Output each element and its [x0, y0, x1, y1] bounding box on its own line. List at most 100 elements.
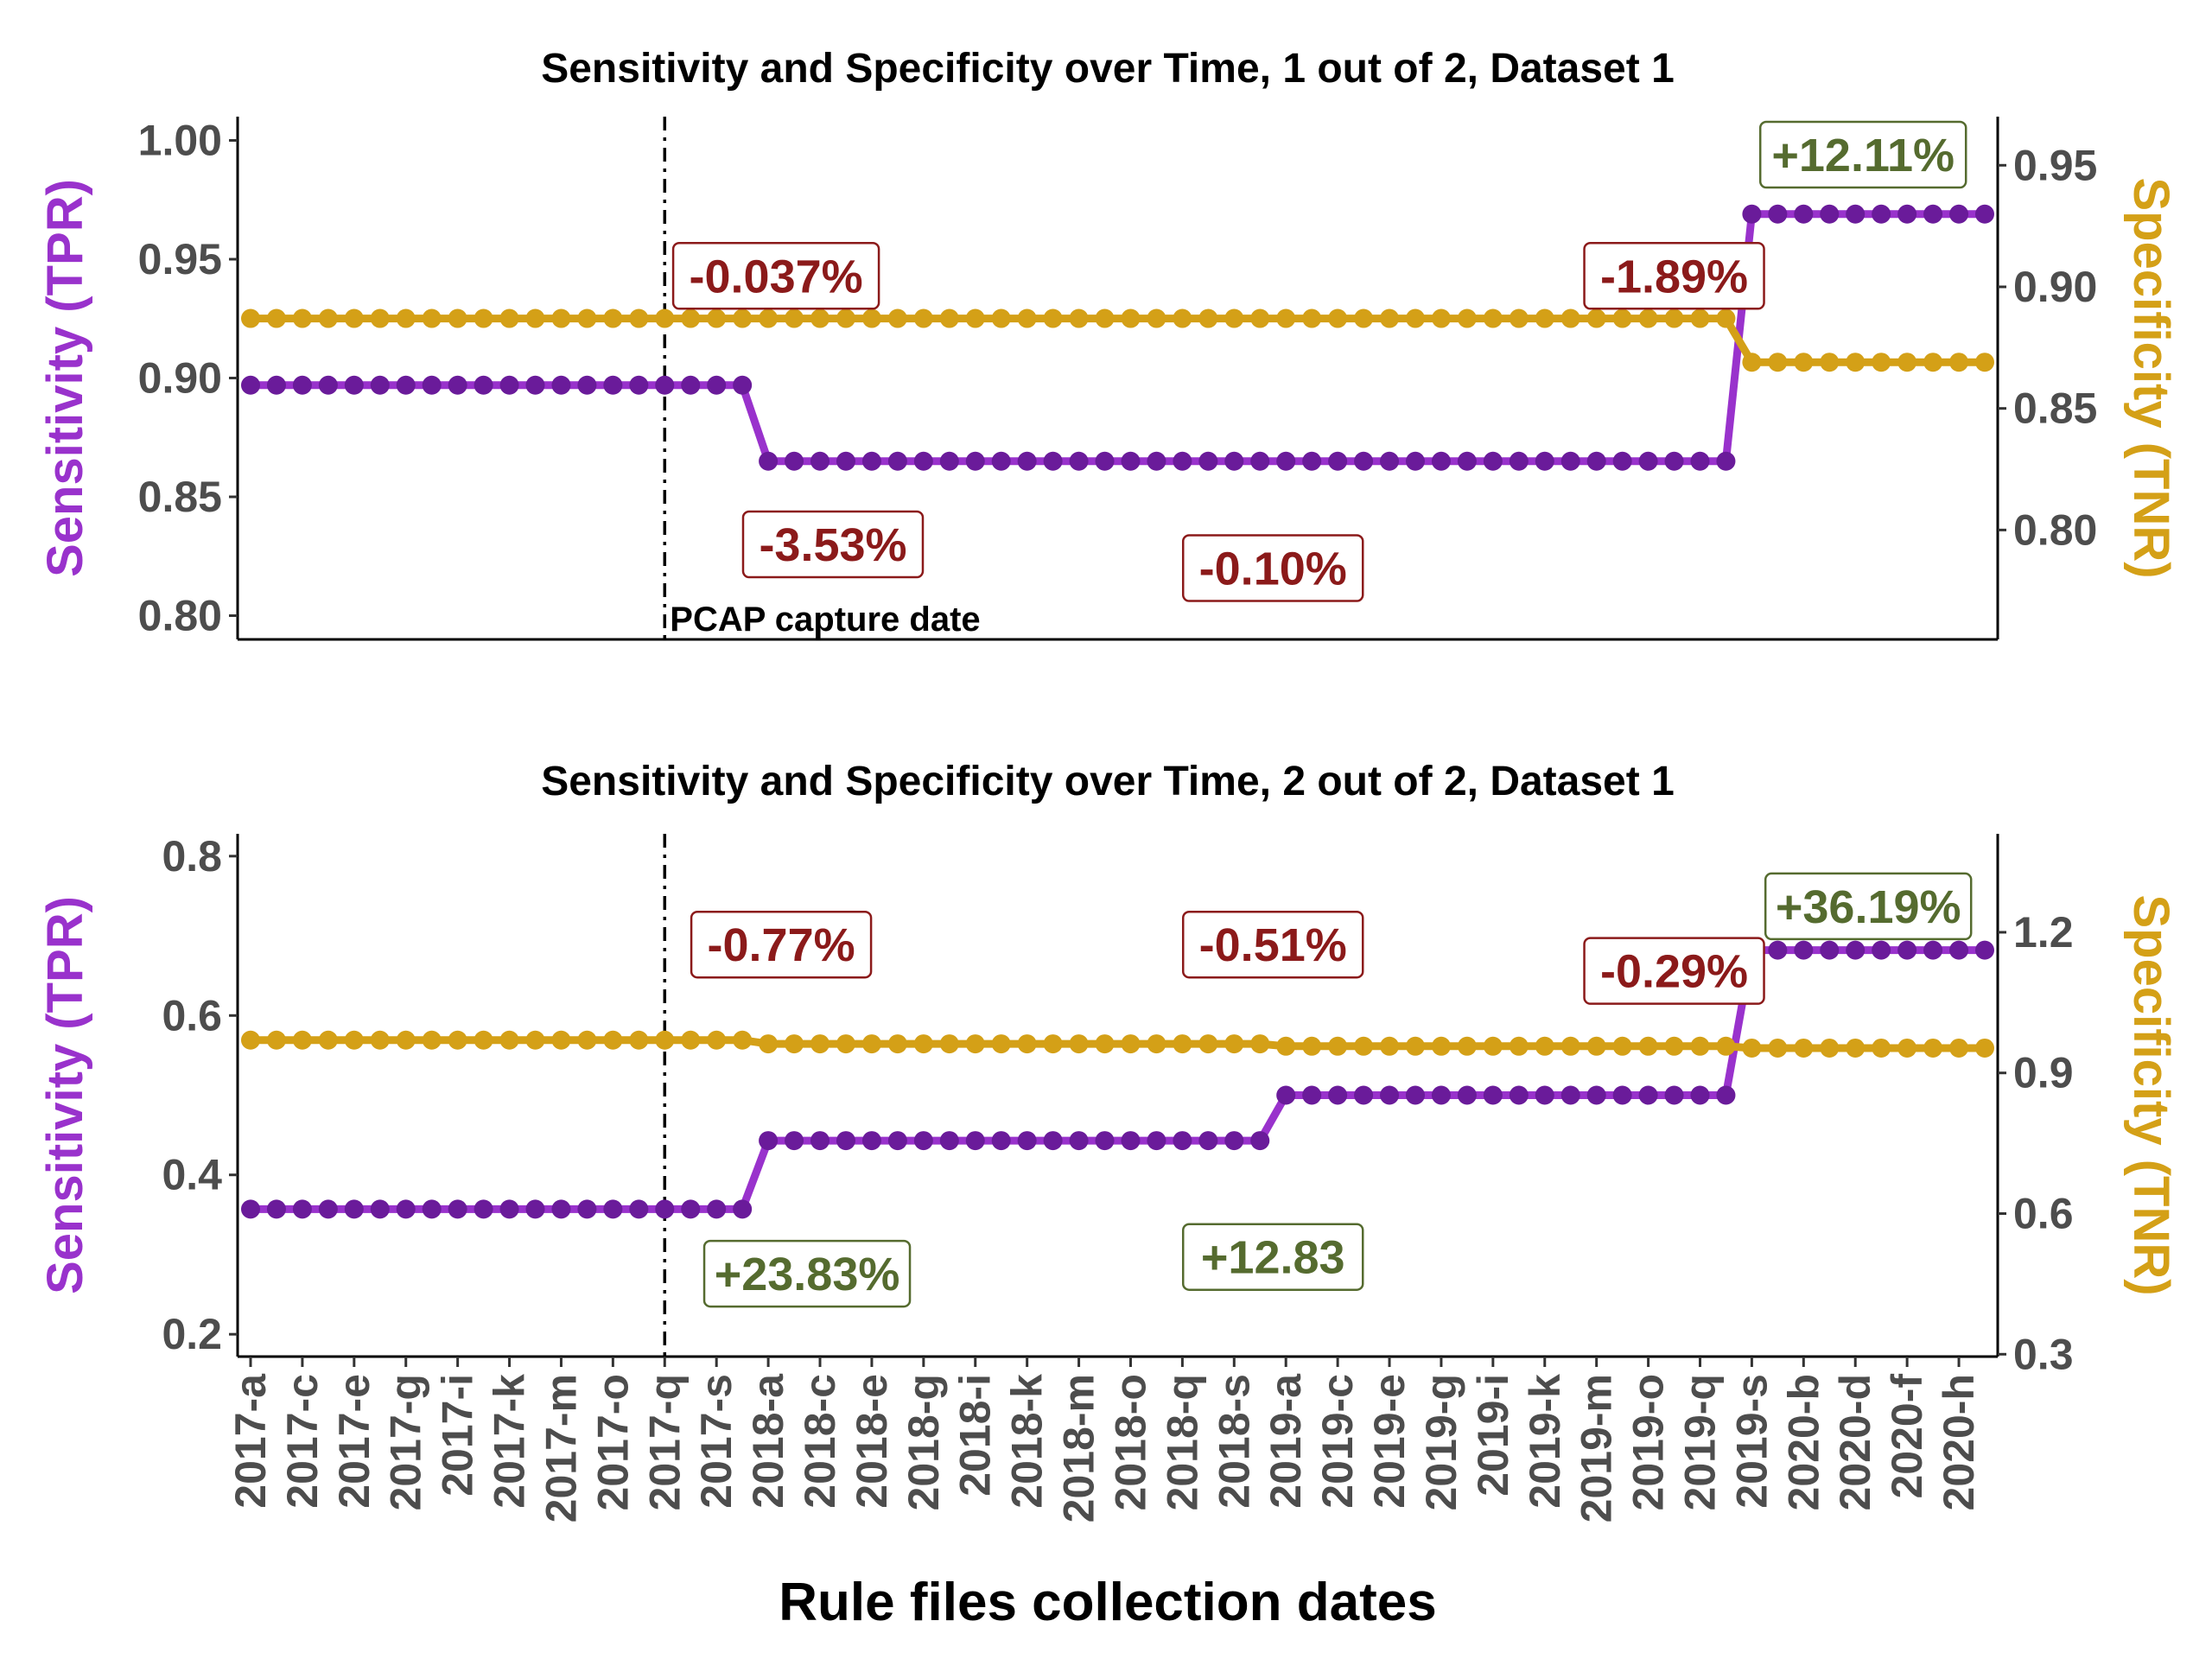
- sensitivity-point: [1509, 451, 1529, 471]
- sensitivity-point: [1276, 1085, 1296, 1105]
- x-axis-tick-labels: 2017-a 2017-c 2017-e 2017-g 2017-i 2017-k 2017…: [226, 1357, 1983, 1522]
- specificity-point: [1276, 1036, 1296, 1056]
- specificity-point: [603, 308, 623, 328]
- sensitivity-point: [1716, 451, 1736, 471]
- sensitivity-point: [759, 1131, 779, 1151]
- sensitivity-point: [1431, 451, 1451, 471]
- specificity-point: [499, 1030, 519, 1050]
- specificity-point: [1431, 308, 1451, 328]
- chart-title: Sensitivity and Specificity over Time, 2…: [541, 759, 1675, 804]
- specificity-point: [241, 1030, 260, 1050]
- sensitivity-point: [318, 375, 338, 395]
- specificity-point: [785, 1034, 804, 1054]
- specificity-point: [474, 308, 493, 328]
- specificity-point: [1794, 353, 1814, 372]
- sensitivity-point: [448, 1199, 467, 1219]
- specificity-point: [1742, 1038, 1762, 1058]
- specificity-point: [1794, 1038, 1814, 1058]
- sensitivity-point: [836, 451, 855, 471]
- annotation-label: -0.037%: [690, 251, 863, 302]
- sensitivity-point: [292, 375, 312, 395]
- specificity-point: [1354, 308, 1374, 328]
- y-tick-label: 1.00: [138, 117, 222, 165]
- specificity-point: [1043, 1034, 1063, 1054]
- x-tick-label: 2018-k: [1003, 1374, 1052, 1509]
- y2-tick-label: 0.90: [2013, 263, 2097, 311]
- y2-tick-label: 0.9: [2013, 1049, 2074, 1097]
- specificity-point: [1431, 1036, 1451, 1056]
- specificity-point: [1975, 1038, 1994, 1058]
- specificity-point: [887, 308, 907, 328]
- sensitivity-point: [1560, 451, 1580, 471]
- sensitivity-point: [991, 451, 1011, 471]
- sensitivity-point: [1043, 1131, 1063, 1151]
- specificity-point: [1923, 353, 1943, 372]
- x-tick-label: 2020-h: [1935, 1374, 1983, 1510]
- sensitivity-point: [1949, 940, 1969, 960]
- annotation-box: [1583, 242, 1765, 310]
- x-tick-label: 2019-s: [1727, 1374, 1776, 1509]
- sensitivity-point: [1872, 940, 1891, 960]
- sensitivity-point: [1095, 1131, 1115, 1151]
- specificity-point: [681, 308, 701, 328]
- specificity-point: [1198, 308, 1218, 328]
- sensitivity-point: [1923, 204, 1943, 224]
- x-tick-label: 2019-a: [1262, 1373, 1310, 1509]
- specificity-point: [1535, 1036, 1554, 1056]
- sensitivity-point: [965, 451, 985, 471]
- x-tick-label: 2018-e: [848, 1374, 896, 1509]
- specificity-point: [1612, 1036, 1632, 1056]
- annotation-label: +36.19%: [1776, 881, 1961, 933]
- specificity-point: [422, 1030, 442, 1050]
- specificity-point: [1949, 1038, 1969, 1058]
- specificity-point: [1509, 1036, 1529, 1056]
- specificity-point: [1897, 353, 1917, 372]
- sensitivity-point: [499, 375, 519, 395]
- specificity-point: [1354, 1036, 1374, 1056]
- specificity-point: [1638, 1036, 1658, 1056]
- chart-panel-top: Sensitivity and Specificity over Time, 1…: [37, 46, 2179, 641]
- sensitivity-point: [1095, 451, 1115, 471]
- specificity-point: [1095, 1034, 1115, 1054]
- specificity-point: [1716, 308, 1736, 328]
- specificity-point: [887, 1034, 907, 1054]
- sensitivity-point: [1173, 1131, 1192, 1151]
- sensitivity-point: [1483, 1085, 1503, 1105]
- specificity-point: [370, 308, 390, 328]
- specificity-point: [1250, 1034, 1270, 1054]
- specificity-point: [629, 308, 649, 328]
- y-tick-label: 0.4: [162, 1151, 222, 1199]
- sensitivity-point: [1380, 451, 1400, 471]
- specificity-point: [1147, 308, 1166, 328]
- specificity-point: [1846, 353, 1866, 372]
- y-tick-label: 0.2: [162, 1310, 222, 1358]
- specificity-point: [1897, 1038, 1917, 1058]
- specificity-point: [292, 308, 312, 328]
- annotation-label: -3.53%: [759, 519, 906, 571]
- sensitivity-point: [1069, 1131, 1089, 1151]
- specificity-point: [1405, 1036, 1425, 1056]
- sensitivity-point: [1923, 940, 1943, 960]
- specificity-point: [318, 308, 338, 328]
- sensitivity-point: [887, 451, 907, 471]
- specificity-point: [759, 308, 779, 328]
- specificity-point: [396, 1030, 416, 1050]
- sensitivity-point: [1690, 1085, 1710, 1105]
- sensitivity-point: [1173, 451, 1192, 471]
- specificity-point: [525, 1030, 545, 1050]
- sensitivity-point: [629, 1199, 649, 1219]
- sensitivity-point: [344, 375, 364, 395]
- sensitivity-point: [939, 451, 959, 471]
- specificity-point: [1121, 308, 1141, 328]
- sensitivity-point: [785, 1131, 804, 1151]
- x-tick-label: 2017-a: [226, 1373, 275, 1509]
- sensitivity-point: [681, 375, 701, 395]
- sensitivity-point: [1794, 940, 1814, 960]
- specificity-point: [474, 1030, 493, 1050]
- specificity-point: [1872, 353, 1891, 372]
- specificity-point: [1768, 353, 1788, 372]
- sensitivity-point: [1742, 204, 1762, 224]
- sensitivity-point: [1457, 1085, 1477, 1105]
- y2-tick-label: 0.80: [2013, 505, 2097, 554]
- sensitivity-point: [629, 375, 649, 395]
